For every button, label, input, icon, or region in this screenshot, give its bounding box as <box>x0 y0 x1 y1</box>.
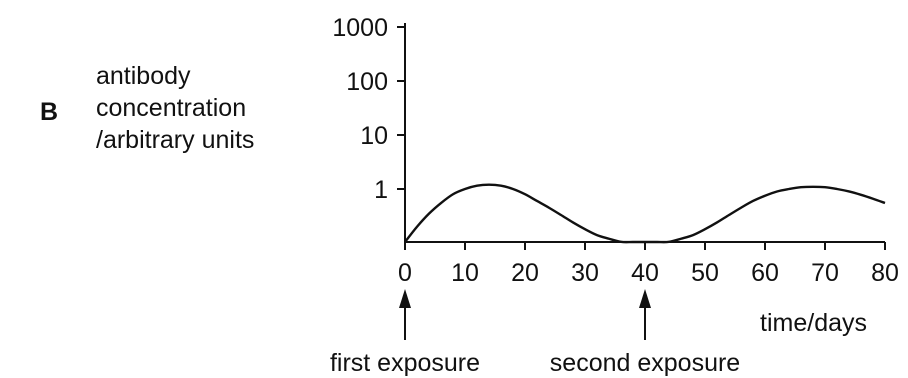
y-tick-label: 100 <box>346 68 388 96</box>
x-tick-label: 60 <box>751 259 779 287</box>
y-axis-label-line-2: concentration <box>96 94 247 122</box>
panel-label: B <box>40 98 59 126</box>
annotation-label: second exposure <box>550 349 740 377</box>
y-tick-label: 10 <box>360 122 388 150</box>
x-tick-label: 20 <box>511 259 539 287</box>
x-tick-label: 50 <box>691 259 719 287</box>
x-tick-label: 0 <box>398 259 412 287</box>
x-tick-label: 40 <box>631 259 659 287</box>
x-tick-label: 80 <box>871 259 899 287</box>
annotation-label: first exposure <box>330 349 480 377</box>
x-tick-label: 10 <box>451 259 479 287</box>
axes: 1 10 100 1000 0 10 20 30 40 50 60 70 80 <box>332 14 899 287</box>
y-axis-label-line-3: /arbitrary units <box>96 126 255 154</box>
annotation-arrow-head <box>639 289 651 308</box>
x-tick-label: 30 <box>571 259 599 287</box>
annotation-arrow-head <box>399 289 411 308</box>
y-axis-label-line-1: antibody <box>96 62 191 90</box>
series-group <box>404 183 886 244</box>
y-tick-label: 1 <box>374 176 388 204</box>
x-axis-label: time/days <box>760 309 867 337</box>
x-tick-label: 70 <box>811 259 839 287</box>
annotations: first exposure second exposure <box>330 289 740 377</box>
y-tick-label: 1000 <box>332 14 388 42</box>
antibody-curve <box>404 183 886 244</box>
